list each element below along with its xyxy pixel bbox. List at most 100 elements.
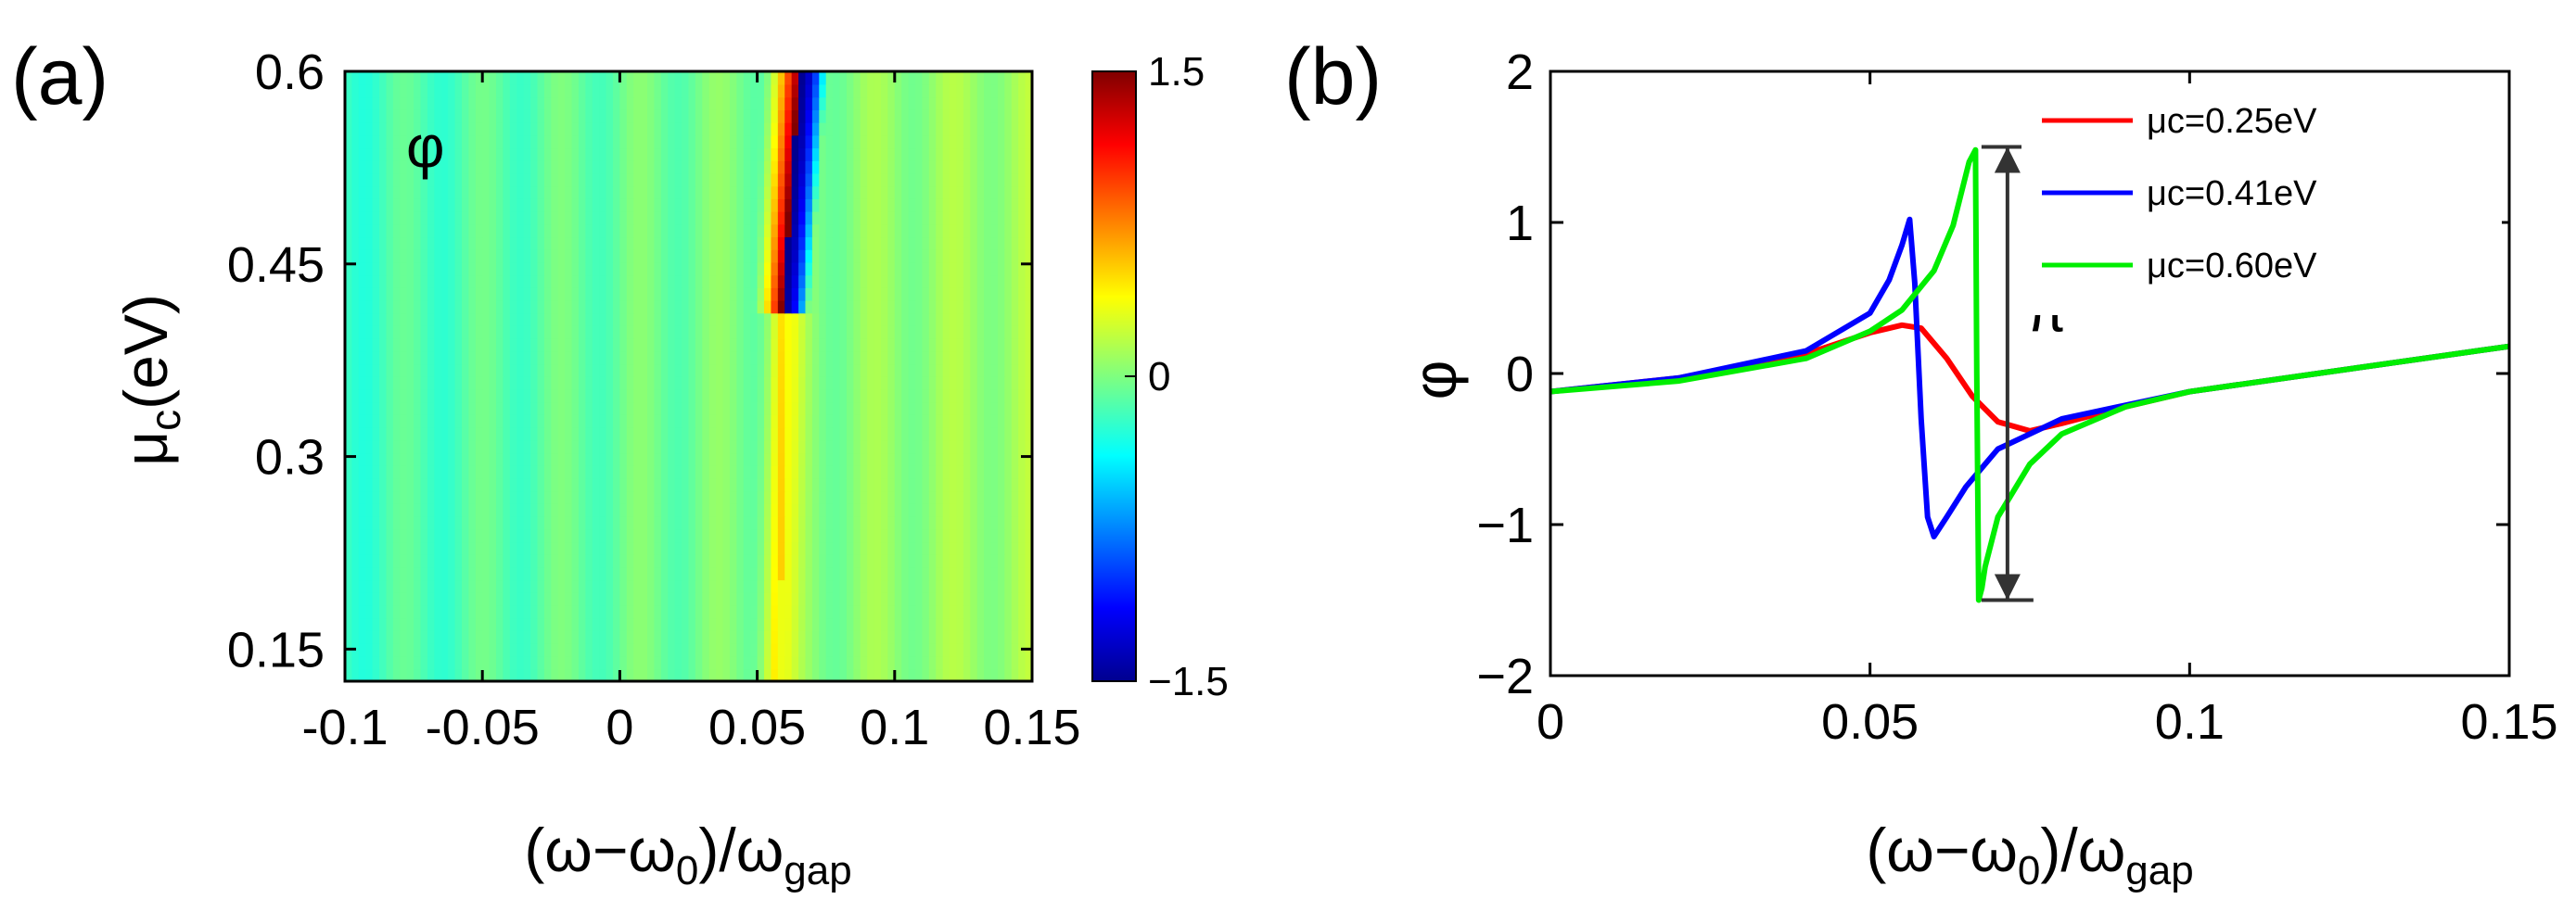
heatmap-cell [867, 134, 875, 149]
heatmap-cell [565, 71, 573, 85]
heatmap-cell [578, 287, 587, 301]
heatmap-cell [901, 121, 910, 136]
heatmap-cell [963, 401, 972, 415]
heatmap-cell [976, 363, 985, 377]
heatmap-cell [660, 159, 670, 174]
heatmap-cell [448, 579, 456, 593]
heatmap-cell [1025, 541, 1032, 555]
heatmap-cell [379, 159, 388, 174]
heatmap-cell [833, 337, 841, 352]
heatmap-cell [434, 401, 442, 415]
heatmap-cell [640, 490, 648, 504]
heatmap-cell [984, 655, 992, 670]
heatmap-cell [833, 617, 841, 631]
heatmap-cell [860, 337, 868, 352]
heatmap-cell [839, 553, 848, 568]
heatmap-cell [1025, 312, 1032, 326]
heatmap-cell [537, 147, 545, 161]
heatmap-cell [1004, 159, 1013, 174]
heatmap-cell [420, 515, 428, 530]
heatmap-cell [379, 388, 388, 403]
heatmap-cell [660, 566, 670, 581]
heatmap-cell [406, 490, 414, 504]
heatmap-cell [496, 414, 504, 428]
heatmap-cell [736, 350, 745, 365]
heatmap-cell [406, 274, 414, 288]
heatmap-cell [798, 287, 807, 301]
heatmap-cell [1018, 363, 1027, 377]
heatmap-cell [825, 376, 834, 390]
heatmap-cell [956, 236, 964, 250]
heatmap-cell [791, 299, 799, 314]
heatmap-cell [654, 566, 662, 581]
heatmap-cell [743, 363, 751, 377]
heatmap-cell [928, 604, 937, 619]
heatmap-cell [811, 477, 821, 492]
heatmap-cell [557, 71, 566, 85]
heatmap-cell [805, 604, 813, 619]
heatmap-cell [537, 71, 545, 85]
heatmap-cell [503, 198, 511, 212]
heatmap-cell [660, 134, 670, 149]
heatmap-cell [736, 337, 745, 352]
heatmap-cell [592, 668, 600, 681]
heatmap-cell [901, 71, 910, 85]
heatmap-cell [984, 337, 992, 352]
heatmap-cell [811, 655, 821, 670]
heatmap-cell [956, 401, 964, 415]
heatmap-cell [530, 172, 539, 187]
heatmap-cell [626, 464, 635, 479]
heatmap-cell [599, 655, 607, 670]
heatmap-cell [702, 236, 710, 250]
heatmap-cell [434, 223, 442, 238]
heatmap-cell [523, 83, 531, 98]
heatmap-cell [716, 210, 724, 225]
heatmap-cell [578, 515, 587, 530]
heatmap-cell [414, 401, 422, 415]
heatmap-cell [660, 579, 670, 593]
heatmap-cell [606, 185, 614, 199]
heatmap-cell [647, 312, 656, 326]
heatmap-cell [936, 541, 944, 555]
heatmap-cell [571, 655, 580, 670]
heatmap-cell [867, 210, 875, 225]
heatmap-cell [771, 223, 779, 238]
heatmap-cell [874, 83, 882, 98]
heatmap-cell [551, 109, 559, 123]
heatmap-cell [516, 185, 525, 199]
heatmap-cell [454, 376, 463, 390]
heatmap-cell [1011, 337, 1019, 352]
heatmap-cell [708, 579, 717, 593]
heatmap-cell [633, 185, 642, 199]
heatmap-cell [406, 287, 414, 301]
heatmap-cell [976, 83, 985, 98]
heatmap-cell [702, 83, 710, 98]
heatmap-cell [791, 223, 799, 238]
heatmap-cell [571, 210, 580, 225]
heatmap-cell [619, 248, 628, 263]
heatmap-cell [468, 655, 477, 670]
heatmap-cell [606, 134, 614, 149]
heatmap-cell [365, 159, 374, 174]
heatmap-cell [908, 83, 916, 98]
heatmap-cell [716, 388, 724, 403]
heatmap-cell [585, 553, 593, 568]
heatmap-cell [880, 477, 889, 492]
heatmap-cell [503, 617, 511, 631]
heatmap-cell [372, 579, 380, 593]
heatmap-cell [619, 350, 628, 365]
heatmap-cell [1025, 223, 1032, 238]
heatmap-cell [400, 553, 408, 568]
heatmap-cell [557, 579, 566, 593]
heatmap-cell [668, 592, 676, 606]
heatmap-cell [475, 71, 483, 85]
heatmap-cell [420, 147, 428, 161]
heatmap-cell [1025, 325, 1032, 339]
heatmap-cell [997, 299, 1006, 314]
heatmap-cell [509, 566, 518, 581]
heatmap-cell [887, 261, 896, 276]
heatmap-cell [640, 337, 648, 352]
heatmap-cell [351, 414, 360, 428]
heatmap-cell [1004, 655, 1013, 670]
heatmap-cell [660, 109, 670, 123]
